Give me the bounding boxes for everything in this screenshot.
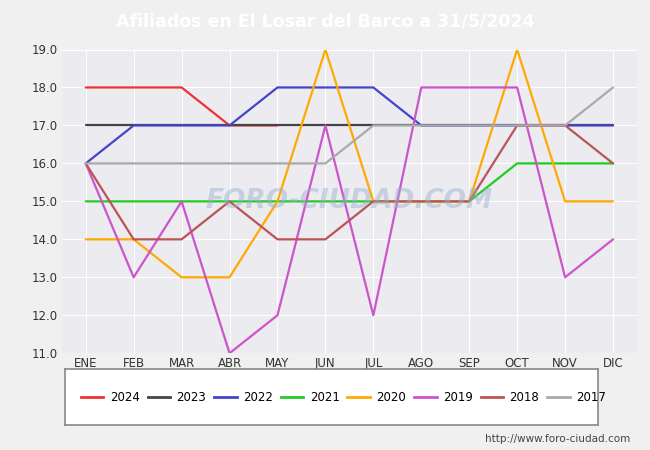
Text: 2023: 2023	[176, 391, 206, 404]
Text: 2024: 2024	[110, 391, 140, 404]
Text: 2021: 2021	[309, 391, 339, 404]
Text: FORO-CIUDAD.COM: FORO-CIUDAD.COM	[206, 189, 493, 214]
Text: 2018: 2018	[510, 391, 540, 404]
Text: 2022: 2022	[243, 391, 273, 404]
Text: Afiliados en El Losar del Barco a 31/5/2024: Afiliados en El Losar del Barco a 31/5/2…	[116, 12, 534, 31]
Text: 2019: 2019	[443, 391, 473, 404]
Text: 2020: 2020	[376, 391, 406, 404]
Text: 2017: 2017	[576, 391, 606, 404]
Text: http://www.foro-ciudad.com: http://www.foro-ciudad.com	[486, 434, 630, 444]
